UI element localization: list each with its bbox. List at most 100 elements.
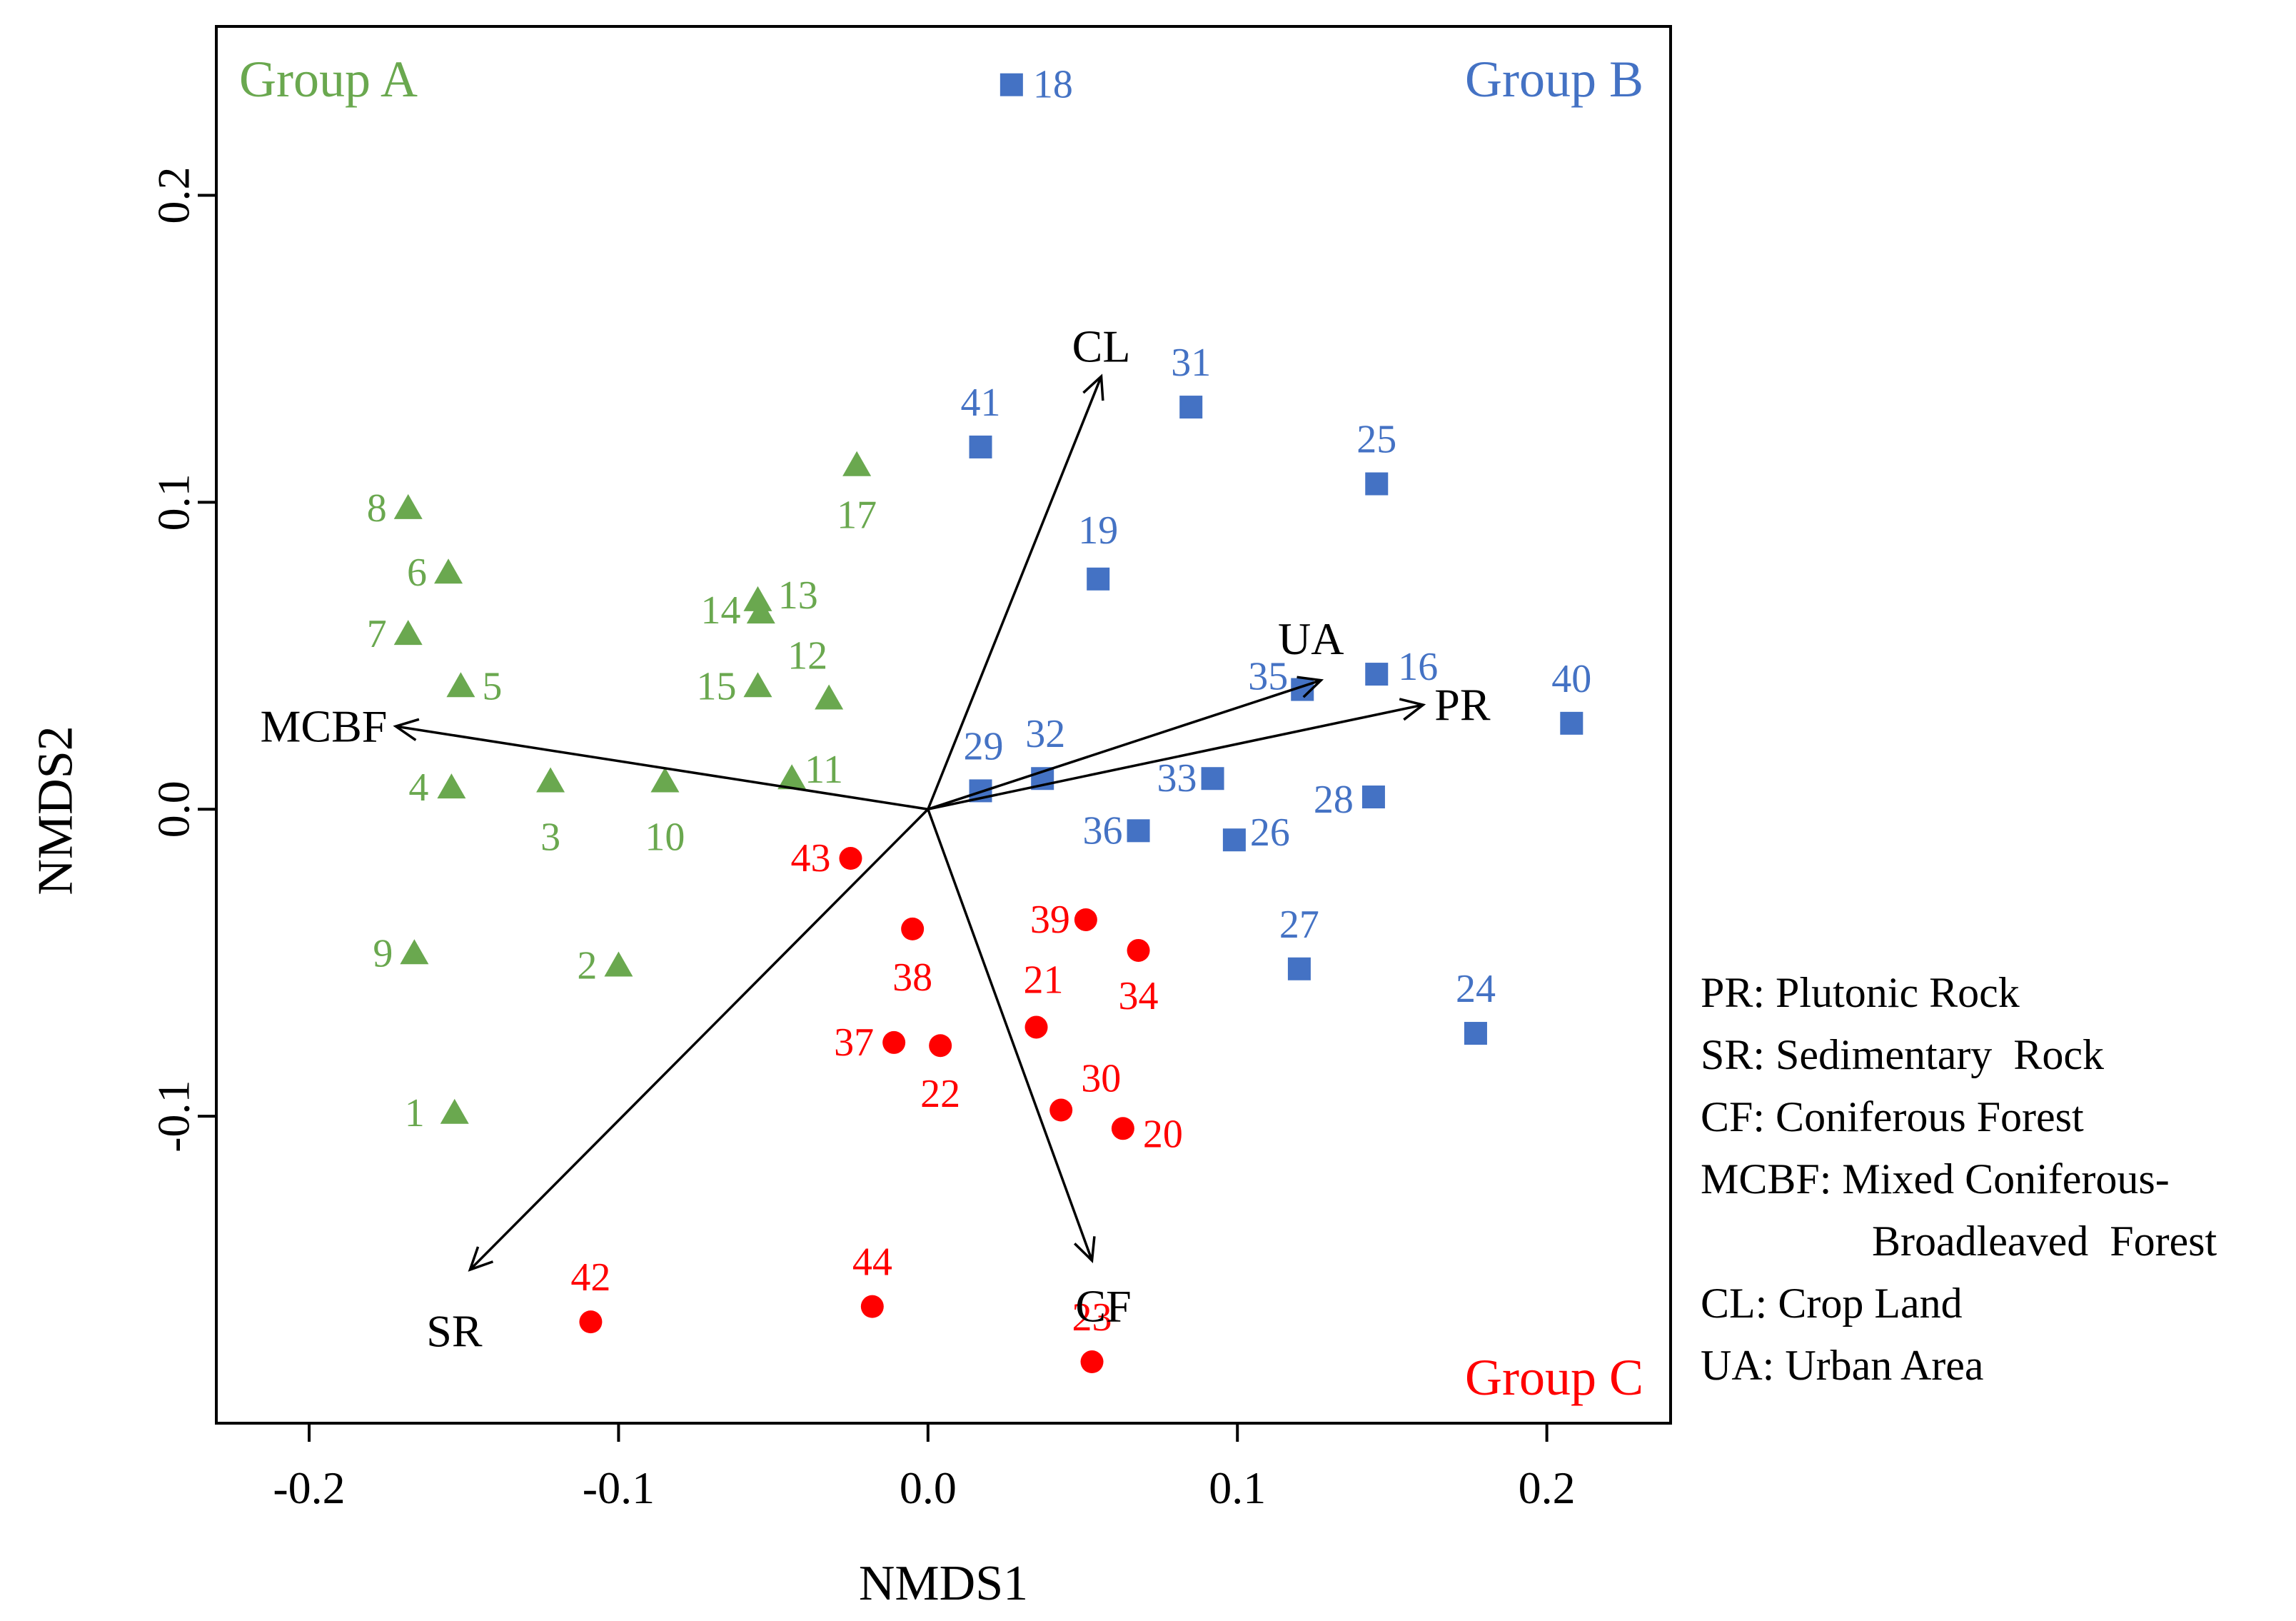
group-a-point-11 [777, 764, 807, 790]
group-c-point-30 [1049, 1098, 1073, 1122]
vector-mcbf-label: MCBF [260, 701, 387, 752]
vector-cf-arrowhead [1073, 1236, 1096, 1263]
group-a-point-14 [743, 586, 772, 611]
group-b-point-label-16: 16 [1398, 645, 1438, 689]
group-c-point-38 [901, 917, 925, 940]
group-b-point-33 [1201, 767, 1224, 791]
group-b-point-label-28: 28 [1314, 778, 1354, 822]
plot-layer: -0.2 -0.1 0.0 0.1 0.2 -0.1 0.0 0.1 0.2 NMDS1 NMDS2… [29, 25, 1672, 1611]
y-tick-label: -0.1 [148, 1080, 199, 1152]
group-b-point-label-36: 36 [1083, 808, 1123, 853]
group-b-point-31 [1179, 396, 1203, 419]
group-c-label: Group C [1465, 1349, 1643, 1406]
vector-cf-label: CF [1075, 1281, 1131, 1332]
group-c-point-39 [1074, 908, 1097, 931]
legend: PR: Plutonic Rock SR: Sedimentary Rock CF:… [1701, 969, 2217, 1389]
group-b-point-label-18: 18 [1033, 63, 1073, 107]
group-b-point-19 [1087, 567, 1110, 591]
group-b-point-36 [1127, 819, 1150, 843]
legend-entry-0: PR: Plutonic Rock [1701, 969, 2020, 1016]
group-a-point-label-4: 4 [408, 766, 428, 810]
vector-ua-arrowhead [1296, 676, 1324, 698]
group-c-point-22 [929, 1034, 952, 1058]
group-c-point-label-42: 42 [570, 1255, 610, 1300]
group-a-point-label-9: 9 [373, 931, 393, 975]
group-a-point-label-7: 7 [367, 612, 387, 656]
group-c-point-34 [1127, 938, 1150, 962]
group-b-point-label-27: 27 [1279, 903, 1319, 947]
group-b-label: Group B [1465, 51, 1643, 108]
vector-ua-line [927, 679, 1321, 810]
group-a-point-label-6: 6 [407, 551, 427, 595]
group-a-point-1 [440, 1098, 469, 1124]
group-b-point-16 [1365, 663, 1389, 686]
group-a-point-17 [842, 451, 872, 476]
vector-pr-arrowhead [1399, 698, 1426, 721]
vector-cf-line [927, 808, 1094, 1261]
group-c-point-label-38: 38 [892, 955, 932, 1000]
group-c-point-label-44: 44 [852, 1240, 892, 1285]
x-tick-label: 0.2 [1519, 1462, 1576, 1513]
group-a-point-2 [604, 951, 633, 977]
y-tick-label: 0.2 [148, 166, 199, 224]
group-a-point-label-14: 14 [700, 588, 740, 633]
group-b-point-label-40: 40 [1551, 657, 1591, 701]
group-b-point-label-32: 32 [1025, 712, 1065, 756]
plot-frame [215, 25, 1672, 1425]
group-b-point-label-35: 35 [1248, 655, 1288, 699]
group-b-point-28 [1361, 786, 1385, 809]
group-b-point-27 [1287, 957, 1311, 980]
group-b-point-label-19: 19 [1078, 508, 1118, 553]
group-a-point-9 [400, 939, 429, 965]
group-a-point-5 [446, 672, 475, 698]
legend-entry-5: CL: Crop Land [1701, 1280, 1963, 1327]
group-a-point-label-12: 12 [787, 633, 827, 678]
group-b-point-label-33: 33 [1157, 756, 1197, 801]
group-a-point-10 [650, 767, 680, 793]
legend-entry-3: MCBF: Mixed Coniferous- [1701, 1155, 2170, 1203]
group-c-point-label-30: 30 [1081, 1057, 1121, 1101]
group-a-point-8 [393, 493, 423, 519]
group-c-point-label-23: 23 [1072, 1295, 1112, 1340]
group-a-point-label-2: 2 [577, 943, 597, 988]
x-axis-title: NMDS1 [859, 1556, 1028, 1611]
group-a-point-label-10: 10 [645, 815, 685, 860]
group-c-point-20 [1111, 1117, 1134, 1140]
group-a-point-label-1: 1 [405, 1091, 425, 1135]
vector-ua-label: UA [1278, 613, 1344, 664]
group-c-point-label-43: 43 [790, 836, 830, 880]
legend-entry-6: UA: Urban Area [1701, 1342, 1984, 1389]
x-tick-label: 0.1 [1209, 1462, 1266, 1513]
group-b-point-25 [1365, 472, 1389, 496]
vector-cl-arrowhead [1082, 373, 1104, 401]
group-a-point-15 [743, 672, 772, 698]
x-tick-label: -0.1 [583, 1462, 655, 1513]
group-b-point-label-26: 26 [1250, 810, 1290, 855]
group-a-point-label-5: 5 [482, 664, 502, 708]
group-a-point-6 [434, 558, 463, 584]
y-tick-label: 0.1 [148, 473, 199, 531]
vector-mcbf-arrowhead [393, 718, 420, 741]
group-b-point-40 [1560, 711, 1583, 735]
vector-cl-line [927, 376, 1103, 810]
legend-entry-2: CF: Coniferous Forest [1701, 1093, 2084, 1140]
group-b-point-label-24: 24 [1456, 967, 1496, 1011]
group-a-label: Group A [239, 51, 418, 108]
group-c-point-23 [1080, 1350, 1104, 1374]
vector-cl-label: CL [1072, 321, 1131, 372]
group-b-point-41 [969, 435, 992, 458]
vector-mcbf-line [396, 725, 929, 810]
legend-entry-4: Broadleaved Forest [1872, 1218, 2217, 1265]
y-tick-label: 0.0 [148, 781, 199, 838]
vector-sr-label: SR [426, 1306, 483, 1357]
group-c-point-21 [1024, 1015, 1048, 1039]
vector-pr-label: PR [1434, 680, 1491, 731]
x-tick-label: -0.2 [273, 1462, 345, 1513]
group-a-point-label-3: 3 [540, 815, 560, 860]
group-b-point-26 [1222, 828, 1246, 852]
y-axis-title: NMDS2 [29, 726, 84, 895]
group-c-point-label-37: 37 [834, 1020, 874, 1065]
x-tick-label: 0.0 [900, 1462, 957, 1513]
group-c-point-43 [839, 847, 862, 870]
